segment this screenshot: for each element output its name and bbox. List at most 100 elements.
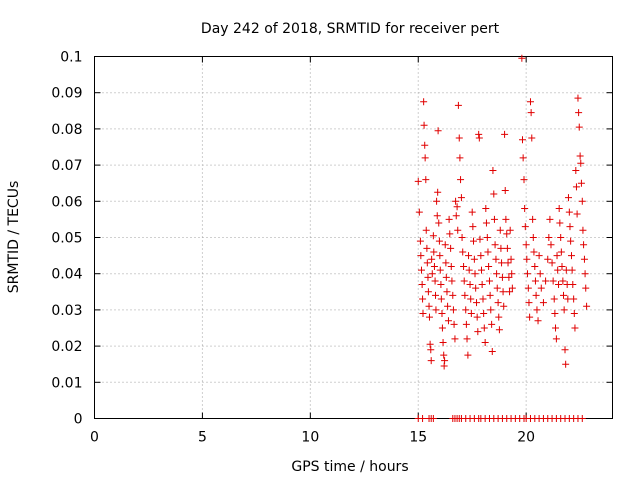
y-tick-label: 0.05 xyxy=(51,231,82,247)
data-point xyxy=(508,284,516,292)
data-point xyxy=(467,295,475,303)
data-point xyxy=(523,270,531,278)
data-point xyxy=(498,273,506,281)
data-point xyxy=(428,255,436,263)
data-point xyxy=(451,335,459,343)
data-point xyxy=(415,208,423,216)
data-point xyxy=(424,288,432,296)
data-point xyxy=(465,252,473,260)
data-point xyxy=(447,262,455,270)
data-point xyxy=(427,357,435,365)
data-point xyxy=(562,360,570,368)
y-tick-label: 0.04 xyxy=(51,267,82,283)
data-point xyxy=(570,295,578,303)
data-point xyxy=(452,212,460,220)
data-point xyxy=(452,197,460,205)
data-point xyxy=(492,255,500,263)
data-point xyxy=(573,210,581,218)
data-point xyxy=(426,340,434,348)
data-point xyxy=(464,351,472,359)
data-point xyxy=(438,324,446,332)
data-point xyxy=(471,270,479,278)
data-point xyxy=(438,310,446,318)
data-point xyxy=(442,273,450,281)
x-tick-label: 20 xyxy=(517,430,535,446)
data-point xyxy=(555,281,563,289)
data-point xyxy=(430,248,438,256)
data-point xyxy=(476,235,484,243)
data-point xyxy=(466,281,474,289)
data-point xyxy=(577,179,585,187)
data-point xyxy=(580,255,588,263)
data-point xyxy=(503,244,511,252)
data-point xyxy=(579,226,587,234)
data-point xyxy=(508,270,516,278)
data-point xyxy=(423,259,431,267)
data-point xyxy=(521,223,529,231)
data-point xyxy=(425,313,433,321)
data-point xyxy=(518,136,526,144)
data-point xyxy=(574,94,582,102)
grid xyxy=(94,56,613,419)
data-point xyxy=(493,284,501,292)
data-point xyxy=(435,237,443,245)
data-point xyxy=(441,357,449,365)
data-point xyxy=(477,266,485,274)
data-point xyxy=(581,270,589,278)
y-tick-label: 0.1 xyxy=(60,50,82,66)
data-point xyxy=(547,241,555,249)
data-point xyxy=(556,219,564,227)
data-point xyxy=(439,338,447,346)
data-point xyxy=(521,205,529,213)
y-tick-label: 0.09 xyxy=(51,86,82,102)
y-tick-label: 0.06 xyxy=(51,194,82,210)
data-point xyxy=(491,241,499,249)
data-point xyxy=(419,310,427,318)
data-point xyxy=(552,335,560,343)
data-point xyxy=(433,212,441,220)
data-point xyxy=(518,54,526,62)
data-point xyxy=(429,232,437,240)
data-point xyxy=(434,188,442,196)
x-tick-label: 0 xyxy=(90,430,99,446)
data-point xyxy=(416,237,424,245)
data-point xyxy=(437,295,445,303)
y-tick-label: 0.08 xyxy=(51,122,82,138)
data-point xyxy=(503,230,511,238)
data-point xyxy=(473,299,481,307)
data-point xyxy=(552,324,560,332)
data-point xyxy=(505,273,513,281)
data-point xyxy=(450,320,458,328)
data-point xyxy=(482,205,490,213)
data-point xyxy=(571,324,579,332)
data-point xyxy=(479,295,487,303)
data-point xyxy=(559,277,567,285)
data-point xyxy=(430,262,438,270)
data-point xyxy=(506,226,514,234)
data-point xyxy=(427,346,435,354)
x-tick-label: 15 xyxy=(409,430,427,446)
data-point xyxy=(470,255,478,263)
data-point xyxy=(572,167,580,175)
data-point xyxy=(414,177,422,185)
data-point xyxy=(529,234,537,241)
data-point xyxy=(454,226,462,234)
data-point xyxy=(554,266,562,274)
data-point xyxy=(429,415,437,422)
data-point xyxy=(440,351,448,359)
data-point xyxy=(417,266,425,274)
y-tick-label: 0 xyxy=(74,412,83,428)
data-point xyxy=(423,244,431,252)
data-point xyxy=(575,123,583,131)
data-point xyxy=(422,176,430,184)
data-point xyxy=(537,284,545,292)
data-point xyxy=(473,313,481,321)
data-point xyxy=(435,219,443,227)
data-point xyxy=(443,288,451,296)
data-point xyxy=(455,134,463,142)
data-point xyxy=(434,127,442,135)
data-point xyxy=(548,259,556,267)
data-point xyxy=(446,230,454,238)
data-point xyxy=(504,259,512,267)
data-point xyxy=(501,186,509,194)
